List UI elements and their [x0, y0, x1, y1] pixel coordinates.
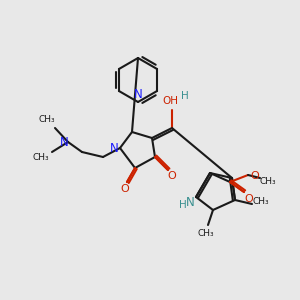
Text: CH₃: CH₃: [253, 197, 269, 206]
Text: H: H: [181, 91, 189, 101]
Text: N: N: [110, 142, 118, 154]
Text: O: O: [168, 171, 176, 181]
Text: CH₃: CH₃: [260, 178, 276, 187]
Text: CH₃: CH₃: [33, 154, 49, 163]
Text: CH₃: CH₃: [198, 229, 214, 238]
Text: N: N: [134, 88, 142, 100]
Text: N: N: [186, 196, 194, 208]
Text: CH₃: CH₃: [39, 115, 55, 124]
Text: O: O: [121, 184, 129, 194]
Text: OH: OH: [162, 96, 178, 106]
Text: H: H: [179, 200, 187, 210]
Text: O: O: [244, 194, 253, 204]
Text: N: N: [60, 136, 68, 149]
Text: O: O: [250, 171, 260, 181]
